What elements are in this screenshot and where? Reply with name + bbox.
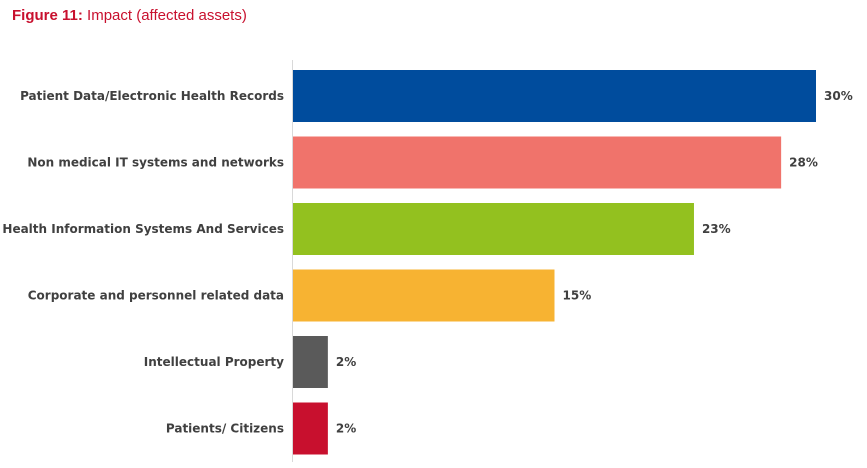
value-label-4: 2% bbox=[336, 355, 356, 369]
category-label-1: Non medical IT systems and networks bbox=[27, 156, 284, 170]
bar-1 bbox=[293, 136, 782, 189]
bar-group: Patient Data/Electronic Health Records 30… bbox=[2, 70, 853, 455]
bar-2 bbox=[293, 203, 694, 255]
category-label-4: Intellectual Property bbox=[144, 355, 284, 369]
bar-5 bbox=[293, 402, 328, 455]
figure-number: Figure 11: bbox=[12, 7, 83, 24]
bar-0 bbox=[293, 70, 816, 122]
value-label-2: 23% bbox=[702, 222, 731, 236]
category-label-2: Health Information Systems And Services bbox=[2, 222, 284, 236]
category-label-0: Patient Data/Electronic Health Records bbox=[20, 89, 284, 103]
category-label-5: Patients/ Citizens bbox=[166, 422, 284, 436]
bar-3 bbox=[293, 269, 555, 322]
figure-title: Figure 11: Impact (affected assets) bbox=[12, 7, 247, 24]
category-label-3: Corporate and personnel related data bbox=[28, 289, 284, 303]
figure-caption: Impact (affected assets) bbox=[87, 7, 247, 24]
value-label-3: 15% bbox=[563, 289, 592, 303]
value-label-5: 2% bbox=[336, 422, 356, 436]
value-label-1: 28% bbox=[789, 156, 818, 170]
bar-4 bbox=[293, 336, 328, 388]
value-label-0: 30% bbox=[824, 89, 853, 103]
